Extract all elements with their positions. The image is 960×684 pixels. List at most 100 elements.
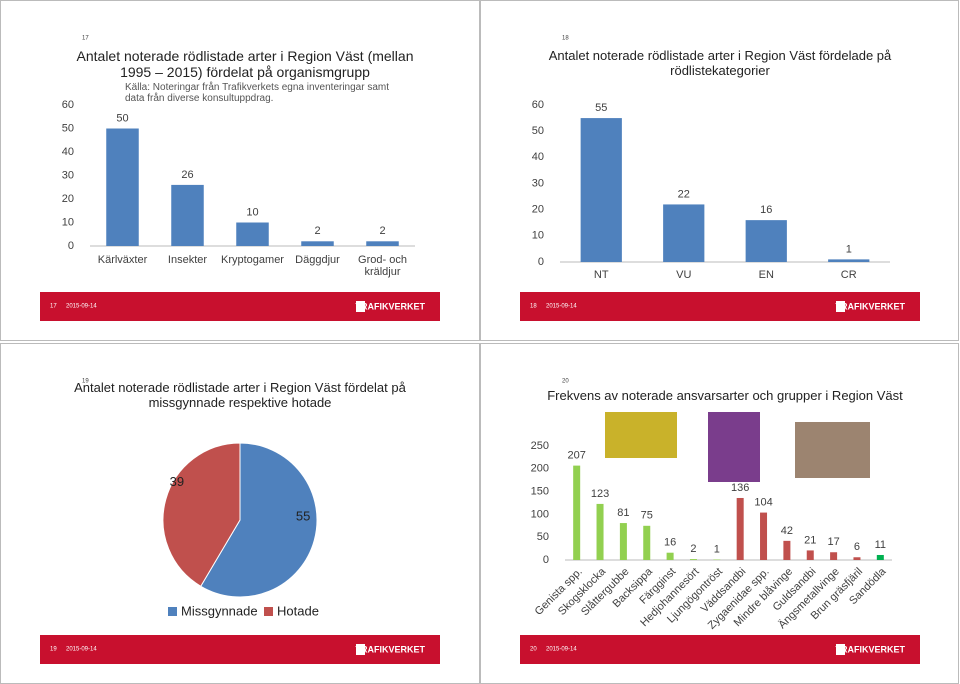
logo-mark [356, 301, 365, 312]
logo-mark [836, 301, 845, 312]
y-tick-label: 0 [538, 256, 544, 268]
bar [853, 557, 861, 560]
y-tick-label: 20 [62, 193, 74, 205]
y-tick-label: 50 [62, 122, 74, 134]
data-label: 21 [804, 534, 816, 546]
bar [106, 128, 139, 246]
slide-number: 20 [562, 379, 569, 385]
data-label: 10 [246, 206, 258, 218]
logo-text: TRAFIKVERKET [836, 301, 906, 311]
data-label: 81 [617, 507, 629, 519]
y-tick-label: 0 [68, 240, 74, 252]
chart-title: Antalet noterade rödlistade arter i Regi… [76, 48, 414, 80]
slide-frame [480, 0, 959, 341]
data-label: 2 [314, 225, 320, 237]
footer-number: 18 [530, 304, 537, 310]
y-tick-label: 0 [543, 554, 549, 566]
y-tick-label: 60 [62, 99, 74, 111]
footer-number: 19 [50, 647, 57, 653]
y-tick-label: 250 [531, 440, 549, 452]
footer-date: 2015-09-14 [66, 647, 97, 653]
data-label: 6 [854, 541, 860, 553]
bar [573, 465, 581, 560]
y-tick-label: 20 [532, 204, 544, 216]
data-label: 2 [379, 225, 385, 237]
bar [736, 497, 744, 560]
slide-frame [480, 343, 959, 684]
footer-bar [520, 635, 920, 664]
logo-mark [836, 644, 845, 655]
x-tick-label: EN [759, 269, 774, 281]
bar [783, 540, 791, 560]
pie-slice [162, 442, 241, 587]
data-label: 207 [567, 450, 585, 462]
footer-bar [40, 292, 440, 321]
data-label: 104 [754, 496, 772, 508]
data-label: 17 [827, 536, 839, 548]
x-tick-label: Däggdjur [295, 254, 340, 266]
photo [708, 412, 760, 482]
x-tick-label: Kärlväxter [97, 254, 148, 266]
data-label: 55 [296, 509, 310, 524]
bar [806, 550, 814, 560]
footer-number: 17 [50, 304, 57, 310]
data-label: 55 [595, 102, 607, 114]
legend-label: Missgynnade [181, 603, 258, 618]
bar [745, 220, 787, 262]
logo-text: TRAFIKVERKET [836, 644, 906, 654]
footer-bar [40, 635, 440, 664]
data-label: 2 [690, 543, 696, 555]
y-tick-label: 10 [62, 216, 74, 228]
data-label: 22 [678, 188, 690, 200]
data-label: 16 [664, 537, 676, 549]
bar [366, 241, 399, 246]
subtitle: Källa: Noteringar från Trafikverkets egn… [125, 82, 390, 104]
footer-date: 2015-09-14 [546, 304, 577, 310]
data-label: 50 [116, 112, 128, 124]
x-tick-label: Grod- och kräldjur [358, 254, 407, 278]
footer-date: 2015-09-14 [66, 304, 97, 310]
logo-text: TRAFIKVERKET [356, 644, 426, 654]
data-label: 136 [731, 482, 749, 494]
data-label: 16 [760, 204, 772, 216]
chart-title: Antalet noterade rödlistade arter i Regi… [548, 48, 892, 78]
bar [171, 184, 204, 246]
photo [795, 422, 870, 478]
data-label: 39 [170, 474, 184, 489]
data-label: 75 [641, 510, 653, 522]
slide-frame [0, 0, 480, 341]
y-tick-label: 50 [532, 125, 544, 137]
x-tick-label: CR [841, 269, 857, 281]
data-label: 11 [875, 539, 886, 551]
bar [830, 552, 838, 560]
y-tick-label: 30 [532, 177, 544, 189]
slide-number: 18 [562, 36, 569, 42]
y-tick-label: 100 [531, 508, 549, 520]
data-label: 26 [181, 169, 193, 181]
bar [760, 512, 768, 560]
data-label: 1 [714, 543, 720, 555]
y-tick-label: 60 [532, 99, 544, 111]
y-tick-label: 30 [62, 169, 74, 181]
chart-title: Antalet noterade rödlistade arter i Regi… [74, 380, 406, 410]
bar [619, 523, 627, 560]
chart-title: Frekvens av noterade ansvarsarter och gr… [547, 388, 903, 403]
bar [643, 525, 651, 560]
y-tick-label: 200 [531, 463, 549, 475]
footer-date: 2015-09-14 [546, 647, 577, 653]
bar [580, 118, 622, 262]
slide-number: 17 [82, 36, 89, 42]
y-tick-label: 50 [537, 531, 549, 543]
legend-swatch [264, 607, 273, 616]
logo-mark [356, 644, 365, 655]
bar [236, 222, 269, 246]
y-tick-label: 40 [62, 146, 74, 158]
bar [828, 259, 870, 262]
bar [876, 554, 884, 560]
legend-label: Hotade [277, 603, 319, 618]
footer-bar [520, 292, 920, 321]
bar [689, 559, 697, 560]
data-label: 42 [781, 525, 793, 537]
